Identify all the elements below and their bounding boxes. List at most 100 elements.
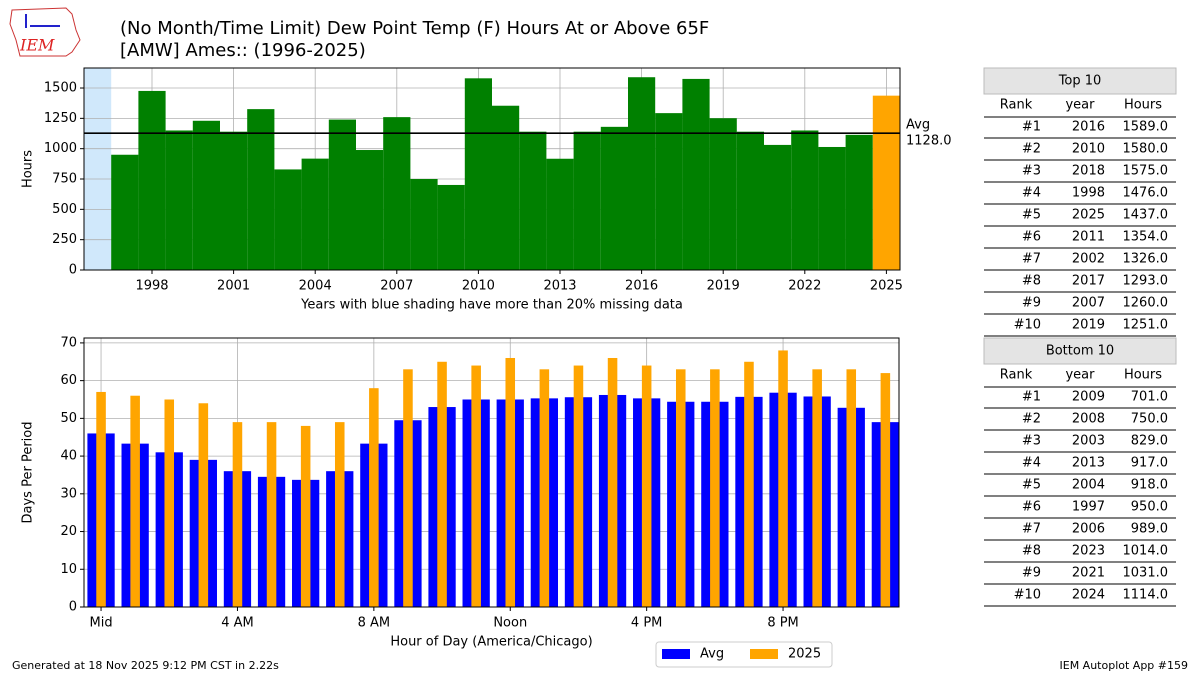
footer-right: IEM Autoplot App #159	[1060, 659, 1189, 672]
legend: Avg 2025	[655, 641, 833, 668]
x-tick-label: 2019	[707, 279, 740, 294]
table-cell: 1251.0	[1123, 318, 1169, 333]
y-tick-label: 60	[60, 373, 77, 388]
column-header: Rank	[1000, 368, 1033, 383]
x-axis-label: Years with blue shading have more than 2…	[300, 298, 683, 313]
table-cell: 2007	[1072, 296, 1105, 311]
legend-frame	[655, 641, 833, 668]
x-tick-label: 2016	[625, 279, 658, 294]
table-cell: 1114.0	[1123, 588, 1169, 603]
x-tick-label: 2010	[462, 279, 495, 294]
table-cell: #9	[1022, 566, 1041, 581]
bar	[628, 77, 656, 270]
y-axis-label: Hours	[21, 150, 36, 188]
table-cell: 2008	[1072, 412, 1105, 427]
legend-swatch	[662, 649, 690, 659]
column-header: year	[1065, 368, 1095, 383]
table-cell: 2021	[1072, 566, 1105, 581]
y-tick-label: 50	[60, 411, 77, 426]
bar	[247, 109, 275, 270]
logo-outline	[9, 7, 81, 57]
table-cell: #3	[1022, 164, 1041, 179]
y-tick-label: 0	[69, 600, 77, 615]
table-cell: 750.0	[1131, 412, 1168, 427]
legend-label: 2025	[788, 647, 821, 662]
table-cell: 918.0	[1131, 478, 1168, 493]
table-cell: 1437.0	[1123, 208, 1169, 223]
bar	[573, 365, 584, 607]
table-cell: #4	[1022, 186, 1041, 201]
bar	[165, 130, 193, 270]
table-cell: #3	[1022, 434, 1041, 449]
bar	[192, 120, 220, 270]
y-tick-label: 750	[52, 172, 77, 187]
y-axis-label: Days Per Period	[21, 422, 36, 524]
table-cell: #1	[1022, 120, 1041, 135]
bar	[880, 373, 891, 607]
table-cell: 1997	[1072, 500, 1105, 515]
table-cell: 2006	[1072, 522, 1105, 537]
x-tick-label: 2001	[217, 279, 250, 294]
table-cell: #1	[1022, 390, 1041, 405]
x-tick-label: Mid	[90, 616, 113, 631]
bar	[600, 126, 628, 270]
y-tick-label: 70	[60, 335, 77, 350]
bar	[464, 78, 492, 270]
bar	[130, 395, 140, 607]
bar	[655, 113, 683, 270]
table-cell: 917.0	[1131, 456, 1168, 471]
table-cell: #8	[1022, 274, 1041, 289]
x-tick-label: 4 PM	[631, 616, 662, 631]
table-cell: 1260.0	[1123, 296, 1169, 311]
y-tick-label: 1000	[44, 141, 77, 156]
table-title: Bottom 10	[1046, 344, 1114, 359]
logo: IEM	[9, 7, 81, 57]
table-cell: 2011	[1072, 230, 1105, 245]
bar	[198, 403, 209, 607]
title: [AMW] Ames:: (1996-2025)	[120, 40, 366, 61]
table-cell: #9	[1022, 296, 1041, 311]
bar	[546, 158, 574, 270]
table-cell: 2013	[1072, 456, 1105, 471]
plot-frame	[83, 67, 901, 271]
table-cell: 829.0	[1131, 434, 1168, 449]
bar	[138, 90, 166, 270]
column-header: Hours	[1124, 368, 1162, 383]
average-label: 1128.0	[906, 134, 952, 149]
bar	[300, 425, 311, 607]
x-axis-label: Hour of Day (America/Chicago)	[390, 635, 592, 650]
bar	[356, 150, 384, 270]
bar	[675, 369, 686, 607]
x-tick-label: 2022	[788, 279, 821, 294]
table-cell: #2	[1022, 412, 1041, 427]
table-cell: 2004	[1072, 478, 1105, 493]
table-cell: #10	[1014, 588, 1041, 603]
bar	[710, 369, 720, 607]
x-tick-label: Noon	[493, 616, 527, 631]
table-cell: 1476.0	[1123, 186, 1169, 201]
table-cell: #2	[1022, 142, 1041, 157]
bar	[369, 388, 379, 607]
x-tick-label: 1998	[135, 279, 168, 294]
table-cell: #7	[1022, 522, 1041, 537]
bar	[220, 131, 248, 270]
x-tick-label: 2004	[299, 279, 332, 294]
bar	[111, 154, 139, 270]
bar	[492, 105, 520, 271]
missing-shade	[84, 68, 112, 270]
bar	[334, 422, 345, 607]
table-cell: 2023	[1072, 544, 1105, 559]
bar	[301, 158, 329, 270]
table-cell: 1998	[1072, 186, 1105, 201]
table-title: Top 10	[1058, 74, 1102, 89]
bar	[505, 357, 516, 607]
table-cell: 1031.0	[1123, 566, 1169, 581]
table-cell: 2025	[1072, 208, 1105, 223]
table-cell: 950.0	[1131, 500, 1168, 515]
bar	[872, 95, 900, 271]
table-cell: #7	[1022, 252, 1041, 267]
table-cell: 2016	[1072, 120, 1105, 135]
table-cell: 1293.0	[1123, 274, 1169, 289]
table-cell: 989.0	[1131, 522, 1168, 537]
